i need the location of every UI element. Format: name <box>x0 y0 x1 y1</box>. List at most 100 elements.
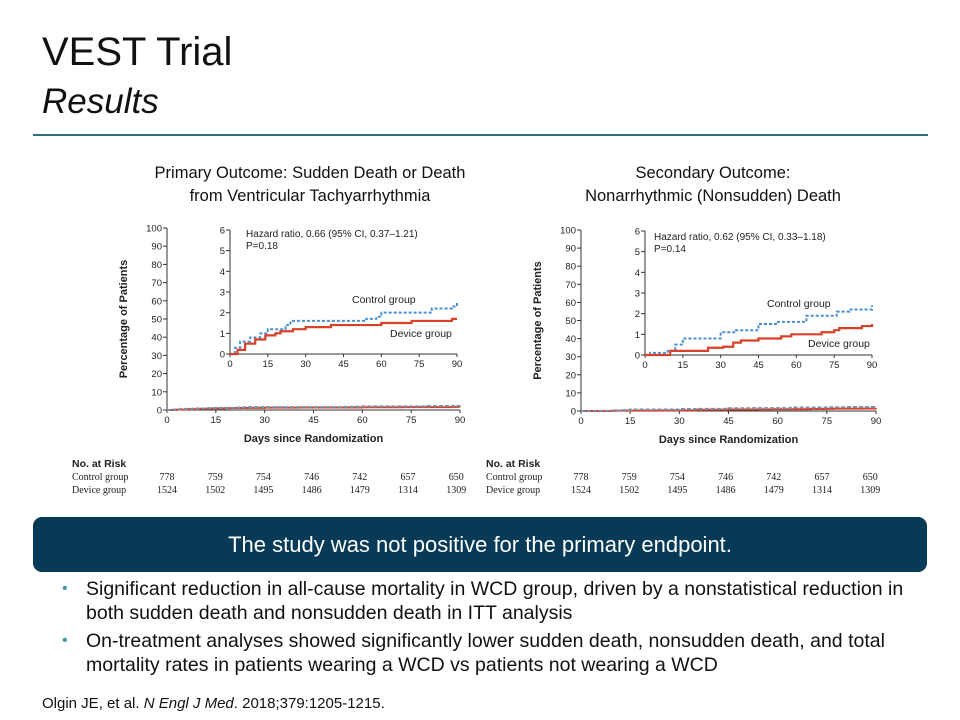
main-x-tick-label: 15 <box>625 416 636 427</box>
main-y-tick-label: 80 <box>565 262 576 273</box>
secondary-outcome-chart: 0 15 30 45 60 75 900102030405060708090100Days … <box>532 226 882 447</box>
main-y-tick-label: 0 <box>157 406 162 417</box>
main-y-tick-label: 90 <box>565 244 576 255</box>
inset-x-tick-label: 75 <box>829 360 840 371</box>
citation-authors: Olgin JE, et al. <box>42 695 144 712</box>
slide-subtitle: Results <box>42 82 159 121</box>
main-x-tick-label: 90 <box>455 415 466 426</box>
legend-device-group: Device group <box>808 338 870 350</box>
risk-row-label: Device group <box>486 485 541 496</box>
main-x-tick-label: 60 <box>357 415 368 426</box>
main-x-tick-label: 30 <box>674 416 685 427</box>
chart-title-line: Nonarrhythmic (Nonsudden) Death <box>585 187 841 205</box>
inset-x-tick-label: 0 <box>642 360 647 371</box>
main-y-tick-label: 40 <box>565 334 576 345</box>
risk-row-label: Control group <box>72 472 129 483</box>
main-x-tick-label: 90 <box>871 416 882 427</box>
legend-control-group: Control group <box>352 294 416 306</box>
main-x-tick-label: 60 <box>772 416 783 427</box>
chart-title-line: from Ventricular Tachyarrhythmia <box>189 187 431 205</box>
risk-value: 657 <box>400 472 416 483</box>
inset-y-tick-label: 2 <box>220 308 225 319</box>
main-y-tick-label: 10 <box>565 388 576 399</box>
inset-x-tick-label: 45 <box>338 359 349 370</box>
risk-value: 1524 <box>157 485 177 496</box>
inset-series-device-group <box>230 317 457 356</box>
x-axis-label: Days since Randomization <box>244 433 384 445</box>
inset-x-tick-label: 15 <box>678 360 689 371</box>
inset-y-tick-label: 2 <box>635 309 640 320</box>
inset-x-tick-label: 60 <box>376 359 387 370</box>
x-axis-label: Days since Randomization <box>659 434 799 446</box>
bullet-icon: • <box>62 580 68 597</box>
main-x-tick-label: 0 <box>164 415 169 426</box>
primary-outcome-chart: 0 15 30 45 60 75 900102030405060708090100Days … <box>118 224 466 446</box>
inset-y-tick-label: 3 <box>635 289 640 300</box>
main-series-device-group <box>581 407 877 412</box>
inset-series-device-group <box>645 324 874 357</box>
chart-title-secondary: Secondary Outcome: Nonarrhythmic (Nonsud… <box>523 162 903 208</box>
inset-x-tick-label: 75 <box>414 359 425 370</box>
inset-y-tick-label: 3 <box>220 288 225 299</box>
citation-details: . 2018;379:1205-1215. <box>233 695 385 712</box>
risk-value: 1524 <box>571 485 591 496</box>
risk-value: 650 <box>448 472 464 483</box>
inset-x-tick-label: 45 <box>753 360 764 371</box>
inset-y-tick-label: 1 <box>220 329 225 340</box>
main-y-tick-label: 70 <box>151 278 162 289</box>
bullet-item: • On-treatment analyses showed significan… <box>62 629 942 677</box>
main-x-tick-label: 0 <box>578 416 583 427</box>
inset-x-tick-label: 15 <box>263 359 274 370</box>
risk-value: 1479 <box>763 485 784 496</box>
inset-x-tick-label: 30 <box>300 359 311 370</box>
risk-value: 1486 <box>301 485 322 496</box>
risk-value: 1479 <box>349 485 370 496</box>
main-y-tick-label: 30 <box>151 351 162 362</box>
main-y-tick-label: 20 <box>565 370 576 381</box>
risk-value: 746 <box>304 472 320 483</box>
bullet-item: • Significant reduction in all-cause mort… <box>62 577 942 625</box>
legend-control-group: Control group <box>767 298 831 310</box>
inset-x-tick-label: 0 <box>227 359 232 370</box>
y-axis-label: Percentage of Patients <box>118 260 130 379</box>
y-axis-label: Percentage of Patients <box>532 261 544 380</box>
main-x-tick-label: 15 <box>211 415 222 426</box>
main-x-tick-label: 45 <box>723 416 734 427</box>
inset-x-tick-label: 90 <box>867 360 878 371</box>
main-x-tick-label: 75 <box>406 415 417 426</box>
inset-y-tick-label: 0 <box>635 351 640 362</box>
main-y-tick-label: 50 <box>565 316 576 327</box>
main-y-tick-label: 30 <box>565 352 576 363</box>
chart-title-line: Primary Outcome: Sudden Death or Death <box>154 164 466 182</box>
main-series-control-group <box>581 406 877 412</box>
inset-y-tick-label: 4 <box>635 268 640 279</box>
risk-value: 1314 <box>398 485 418 496</box>
risk-value: 1309 <box>860 485 881 496</box>
main-y-tick-label: 0 <box>571 407 576 418</box>
risk-row-label: Control group <box>486 472 543 483</box>
inset-y-tick-label: 4 <box>220 267 225 278</box>
inset-x-tick-label: 90 <box>452 359 463 370</box>
risk-table-header: No. at Risk <box>486 458 541 470</box>
main-y-tick-label: 100 <box>146 224 162 235</box>
main-x-tick-label: 45 <box>308 415 319 426</box>
risk-value: 650 <box>862 472 878 483</box>
risk-value: 657 <box>814 472 830 483</box>
inset-y-tick-label: 6 <box>220 226 225 237</box>
main-y-tick-label: 10 <box>151 387 162 398</box>
risk-value: 1495 <box>253 485 274 496</box>
risk-value: 759 <box>207 472 223 483</box>
risk-value: 742 <box>766 472 782 483</box>
hazard-ratio-annotation: Hazard ratio, 0.66 (95% CI, 0.37–1.21) <box>246 229 418 240</box>
risk-row-label: Device group <box>72 485 127 496</box>
legend-device-group: Device group <box>390 328 452 340</box>
citation: Olgin JE, et al. N Engl J Med. 2018;379:… <box>42 695 385 712</box>
conclusion-banner: The study was not positive for the prima… <box>33 517 927 572</box>
risk-table-header: No. at Risk <box>72 458 127 470</box>
risk-value: 778 <box>159 472 175 483</box>
slide-title: VEST Trial <box>42 30 233 74</box>
main-y-tick-label: 80 <box>151 260 162 271</box>
risk-value: 1486 <box>715 485 736 496</box>
main-y-tick-label: 50 <box>151 315 162 326</box>
risk-value: 1495 <box>667 485 688 496</box>
